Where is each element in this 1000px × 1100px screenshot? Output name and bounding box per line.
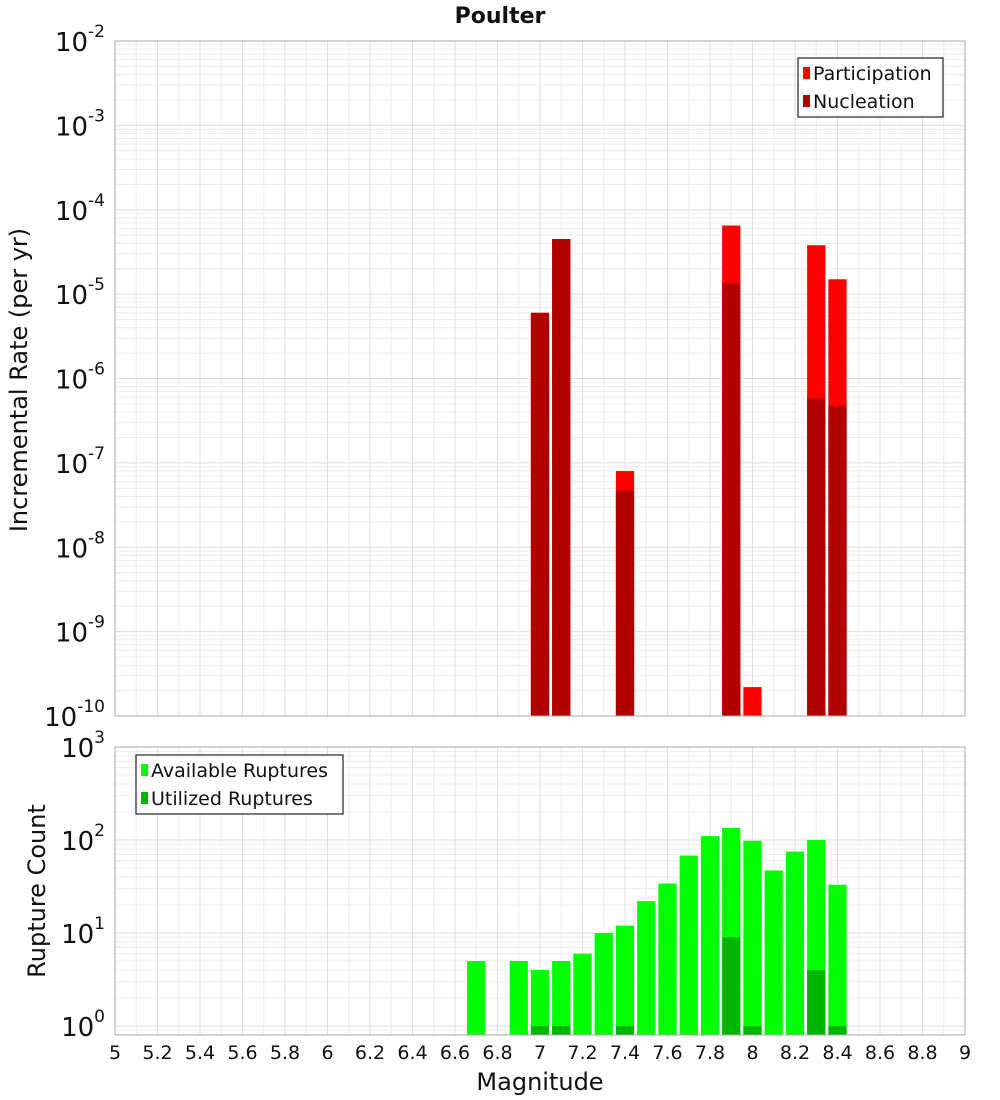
legend: Participation Nucleation [797, 57, 944, 118]
x-axis-label: Magnitude [476, 1068, 603, 1096]
legend-swatch [803, 95, 810, 107]
bottom-panel: 100 101 102 103 Available Ruptures Utilized R… [61, 728, 971, 1064]
bar-available-ruptures [552, 960, 571, 1035]
legend-box [797, 57, 944, 118]
legend-box [135, 754, 344, 815]
x-tick-label: 8.4 [822, 1042, 852, 1064]
x-tick-label: 5.8 [270, 1042, 300, 1064]
bar-nucleation [828, 406, 847, 716]
bar-utilized-ruptures [722, 937, 741, 1035]
bar-available-ruptures [615, 925, 635, 1035]
x-tick-label: 8.2 [780, 1042, 810, 1064]
bar-available-ruptures [828, 884, 847, 1035]
bar-utilized-ruptures [552, 1025, 571, 1035]
legend-swatch [803, 67, 810, 79]
bar-utilized-ruptures [530, 1025, 550, 1035]
plot-frame [114, 746, 966, 1036]
x-tick-label: 7 [534, 1042, 546, 1064]
x-tick-label: 6.2 [355, 1042, 385, 1064]
y-tick-label: 10-3 [55, 106, 105, 142]
y-tick-label: 10-4 [55, 191, 105, 227]
legend-label: Utilized Ruptures [151, 788, 313, 810]
bar-available-ruptures [679, 855, 698, 1035]
bar-nucleation [615, 490, 635, 716]
x-tick-label: 7.2 [567, 1042, 597, 1064]
x-tick-label: 6.6 [440, 1042, 470, 1064]
bar-available-ruptures [700, 836, 720, 1035]
x-tick-label: 5.6 [227, 1042, 257, 1064]
x-tick-label: 7.8 [695, 1042, 725, 1064]
bar-utilized-ruptures [615, 1025, 635, 1035]
bar-available-ruptures [658, 883, 677, 1035]
y-tick-label: 102 [61, 821, 105, 857]
y-tick-label: 101 [61, 914, 105, 950]
y-tick-label: 10-6 [55, 360, 105, 396]
bar-nucleation [807, 398, 826, 716]
bar-available-ruptures [785, 851, 805, 1035]
bottom-y-axis-label: Rupture Count [23, 804, 51, 978]
bar-nucleation [722, 283, 741, 716]
y-tick-label: 10-5 [55, 275, 105, 311]
bar-available-ruptures [594, 932, 613, 1035]
x-tick-label: 6 [321, 1042, 333, 1064]
legend-label: Participation [813, 63, 932, 85]
legend: Available Ruptures Utilized Ruptures [135, 754, 344, 815]
x-tick-label: 5.2 [142, 1042, 172, 1064]
y-tick-label: 103 [61, 728, 105, 764]
bar-nucleation [552, 239, 571, 716]
bar-nucleation [530, 312, 550, 716]
x-tick-label: 7.6 [652, 1042, 682, 1064]
x-tick-label: 8.6 [865, 1042, 895, 1064]
y-tick-label: 10-2 [55, 22, 105, 58]
bar-available-ruptures [637, 901, 656, 1035]
bar-available-ruptures [573, 953, 592, 1035]
x-tick-label: 5.4 [185, 1042, 215, 1064]
legend-swatch [141, 792, 148, 804]
legend-swatch [141, 764, 148, 776]
bar-utilized-ruptures [828, 1025, 847, 1035]
x-tick-label: 6.4 [397, 1042, 427, 1064]
x-tick-label: 5 [109, 1042, 121, 1064]
bar-available-ruptures [764, 870, 783, 1035]
legend-label: Nucleation [813, 91, 915, 113]
bar-available-ruptures [467, 960, 486, 1035]
y-tick-label: 10-8 [55, 528, 105, 564]
bar-participation [743, 687, 762, 716]
bar-available-ruptures [509, 960, 528, 1035]
x-tick-label: 6.8 [482, 1042, 512, 1064]
bar-available-ruptures [530, 969, 550, 1035]
y-tick-label: 10-9 [55, 613, 105, 649]
bar-utilized-ruptures [743, 1025, 762, 1035]
bar-utilized-ruptures [807, 969, 826, 1035]
legend-label: Available Ruptures [151, 760, 328, 782]
bar-available-ruptures [743, 840, 762, 1035]
top-y-axis-label: Incremental Rate (per yr) [5, 228, 33, 532]
x-tick-label: 9 [959, 1042, 971, 1064]
y-tick-label: 10-10 [44, 697, 105, 733]
top-panel: 10-10 10-9 10-8 10-7 10-6 10-5 10-4 10-3 10-2 Par… [44, 22, 966, 733]
plot-frame [114, 40, 966, 717]
y-tick-label: 10-7 [55, 444, 105, 480]
x-tick-label: 7.4 [610, 1042, 640, 1064]
y-tick-label: 100 [61, 1007, 105, 1043]
chart-title: Poulter [455, 4, 546, 29]
x-tick-label: 8 [746, 1042, 758, 1064]
x-tick-label: 8.8 [907, 1042, 937, 1064]
